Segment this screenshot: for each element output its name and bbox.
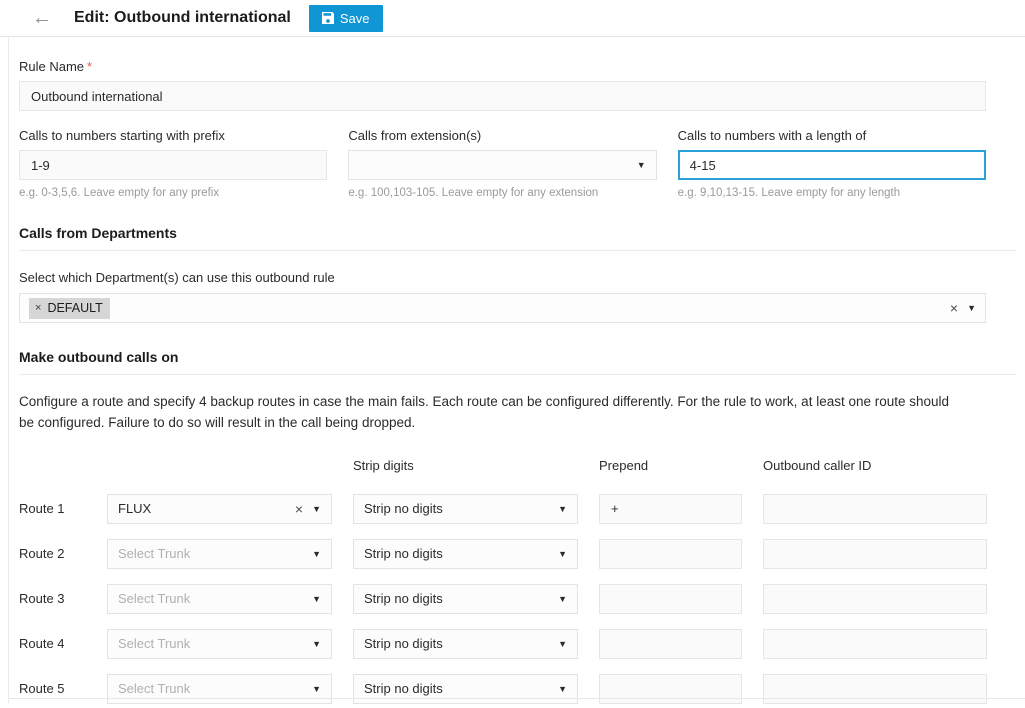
department-tag: × DEFAULT <box>29 297 110 319</box>
route-2-caller-id-input[interactable] <box>763 538 987 569</box>
chevron-down-icon[interactable]: ▼ <box>967 303 976 313</box>
route-1-label: Route 1 <box>19 501 65 517</box>
routes-section-title: Make outbound calls on <box>19 349 1016 375</box>
save-button-label: Save <box>339 10 370 26</box>
length-label: Calls to numbers with a length of <box>677 128 867 143</box>
save-icon <box>321 12 334 24</box>
column-head-empty-1 <box>19 473 86 479</box>
route-5-strip-value: Strip no digits <box>364 681 443 697</box>
route-1-strip-select[interactable]: Strip no digits ▼ <box>353 493 578 524</box>
clear-icon[interactable]: × <box>294 500 304 517</box>
rule-name-label: Rule Name * <box>19 59 93 74</box>
route-2-strip-value: Strip no digits <box>364 546 443 562</box>
route-1-prepend-input[interactable] <box>599 493 742 524</box>
route-1-strip-value: Strip no digits <box>364 501 443 517</box>
route-5-caller-id-input[interactable] <box>763 673 987 704</box>
route-3-caller-id-input[interactable] <box>763 583 987 614</box>
prefix-input[interactable] <box>19 150 328 180</box>
chevron-down-icon: ▼ <box>312 683 321 694</box>
route-2-strip-select[interactable]: Strip no digits ▼ <box>353 538 578 569</box>
chevron-down-icon: ▼ <box>558 548 567 559</box>
extensions-hint: e.g. 100,103-105. Leave empty for any ex… <box>348 187 599 199</box>
route-5-trunk-placeholder: Select Trunk <box>118 681 191 697</box>
column-head-strip: Strip digits <box>353 457 414 473</box>
routes-table: Strip digits Prepend Outbound caller ID … <box>19 457 987 704</box>
routes-description: Configure a route and specify 4 backup r… <box>19 394 950 430</box>
departments-section-title: Calls from Departments <box>19 225 1016 251</box>
route-1-trunk-value: FLUX <box>118 501 152 517</box>
column-head-empty-2 <box>107 473 332 479</box>
extensions-label: Calls from extension(s) <box>348 128 482 143</box>
chevron-down-icon: ▼ <box>558 683 567 694</box>
route-3-prepend-input[interactable] <box>599 583 742 614</box>
route-5-strip-select[interactable]: Strip no digits ▼ <box>353 673 578 704</box>
route-4-trunk-placeholder: Select Trunk <box>118 636 191 652</box>
route-3-label: Route 3 <box>19 591 65 607</box>
tag-remove-icon[interactable]: × <box>35 302 42 314</box>
departments-multiselect[interactable]: × DEFAULT × ▼ <box>19 293 986 323</box>
column-head-caller-id: Outbound caller ID <box>763 457 872 473</box>
header-bar: ← Edit: Outbound international Save <box>0 0 1025 37</box>
bottom-divider <box>9 698 1025 699</box>
route-2-trunk-placeholder: Select Trunk <box>118 546 191 562</box>
route-2-trunk-select[interactable]: Select Trunk ▼ <box>107 538 332 569</box>
route-4-strip-value: Strip no digits <box>364 636 443 652</box>
chevron-down-icon: ▼ <box>312 593 321 604</box>
route-4-label: Route 4 <box>19 636 65 652</box>
edit-rule-form: Rule Name* Calls to numbers starting wit… <box>8 37 1025 704</box>
page-title: Edit: Outbound international <box>74 9 291 26</box>
route-3-trunk-placeholder: Select Trunk <box>118 591 191 607</box>
route-1-caller-id-input[interactable] <box>763 493 987 524</box>
clear-icon[interactable]: × <box>949 300 959 316</box>
route-3-trunk-select[interactable]: Select Trunk ▼ <box>107 583 332 614</box>
route-5-label: Route 5 <box>19 681 65 697</box>
length-hint: e.g. 9,10,13-15. Leave empty for any len… <box>677 187 901 199</box>
route-2-label: Route 2 <box>19 546 65 562</box>
route-4-prepend-input[interactable] <box>599 628 742 659</box>
route-3-strip-select[interactable]: Strip no digits ▼ <box>353 583 578 614</box>
back-icon[interactable]: ← <box>32 7 52 29</box>
departments-select-label: Select which Department(s) can use this … <box>19 270 335 285</box>
chevron-down-icon: ▼ <box>312 638 321 649</box>
route-5-prepend-input[interactable] <box>599 673 742 704</box>
extensions-select[interactable]: ▼ <box>348 150 657 180</box>
route-2-prepend-input[interactable] <box>599 538 742 569</box>
chevron-down-icon: ▼ <box>558 638 567 649</box>
route-5-trunk-select[interactable]: Select Trunk ▼ <box>107 673 332 704</box>
chevron-down-icon: ▼ <box>558 593 567 604</box>
chevron-down-icon: ▼ <box>558 503 567 514</box>
rule-name-input[interactable] <box>19 81 986 111</box>
route-3-strip-value: Strip no digits <box>364 591 443 607</box>
save-button[interactable]: Save <box>308 4 383 32</box>
prefix-hint: e.g. 0-3,5,6. Leave empty for any prefix <box>19 187 220 199</box>
route-1-trunk-select[interactable]: FLUX × ▼ <box>107 493 332 524</box>
required-asterisk: * <box>87 59 93 74</box>
route-4-strip-select[interactable]: Strip no digits ▼ <box>353 628 578 659</box>
department-tag-label: DEFAULT <box>47 301 103 315</box>
length-input[interactable] <box>677 150 986 180</box>
column-head-prepend: Prepend <box>599 457 649 473</box>
prefix-label: Calls to numbers starting with prefix <box>19 128 225 143</box>
chevron-down-icon: ▼ <box>312 548 321 559</box>
chevron-down-icon: ▼ <box>636 160 646 170</box>
route-4-caller-id-input[interactable] <box>763 628 987 659</box>
route-4-trunk-select[interactable]: Select Trunk ▼ <box>107 628 332 659</box>
chevron-down-icon: ▼ <box>312 503 321 514</box>
